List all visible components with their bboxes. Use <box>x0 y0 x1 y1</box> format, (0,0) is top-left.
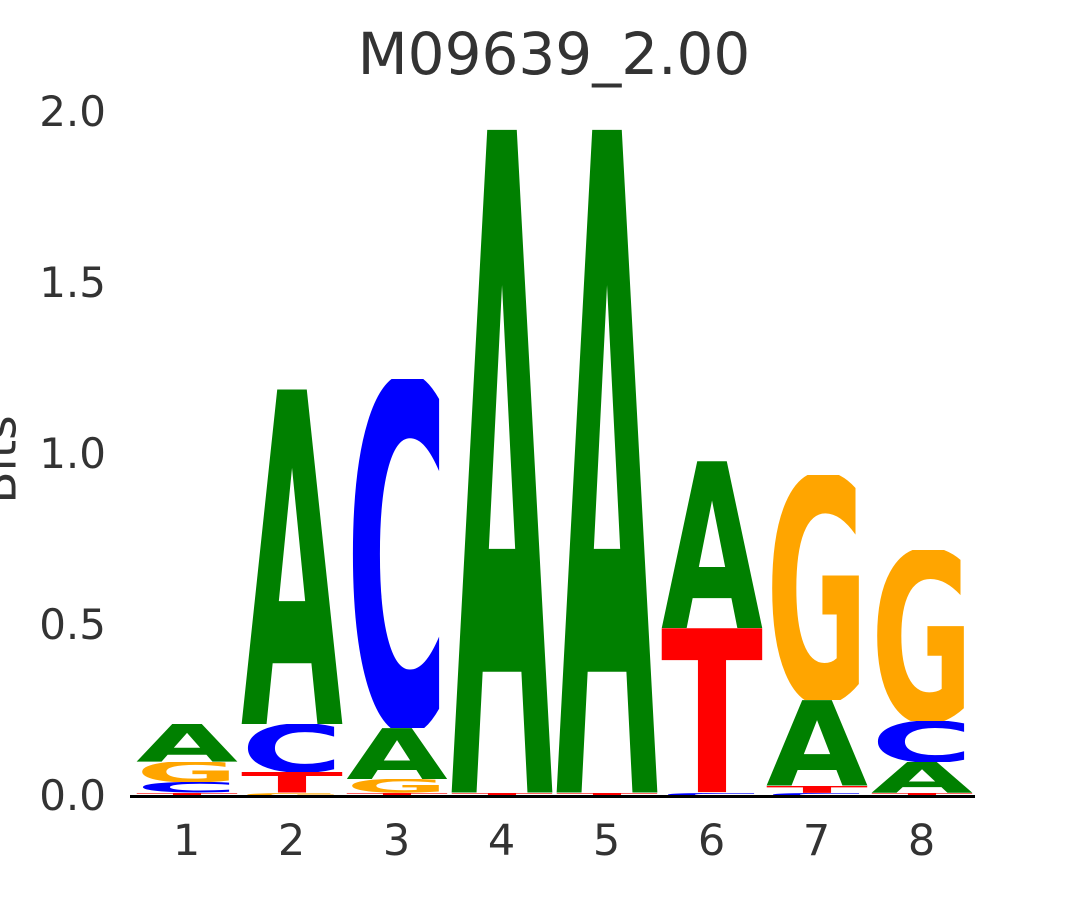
svg-text:A: A <box>136 724 238 762</box>
x-tick-label: 7 <box>802 816 831 866</box>
y-tick-label: 2.0 <box>39 87 106 136</box>
logo-letter-C: C <box>871 721 973 762</box>
logo-letter-G: G <box>871 550 973 721</box>
y-tick-label: 0.0 <box>39 771 106 820</box>
logo-letter-T: T <box>556 793 658 796</box>
logo-letter-A: A <box>451 129 553 792</box>
logo-letter-A: A <box>136 724 238 762</box>
x-tick-label: 5 <box>592 816 621 866</box>
svg-text:A: A <box>766 700 868 786</box>
svg-text:T: T <box>661 628 763 792</box>
logo-letter-A: A <box>556 129 658 792</box>
logo-letter-T: T <box>871 793 973 796</box>
svg-text:A: A <box>241 389 343 724</box>
svg-text:A: A <box>556 129 658 792</box>
svg-text:A: A <box>661 461 763 629</box>
svg-text:T: T <box>556 793 658 796</box>
y-tick-label: 1.0 <box>39 429 106 478</box>
logo-letter-G: G <box>346 779 448 793</box>
logo-letter-T: T <box>346 793 448 796</box>
logo-letter-T: T <box>241 772 343 793</box>
svg-text:G: G <box>136 762 238 783</box>
logo-letter-G: G <box>241 793 343 796</box>
svg-text:C: C <box>661 793 763 796</box>
logo-letter-C: C <box>346 379 448 728</box>
x-tick-label: 4 <box>487 816 516 866</box>
y-tick-label: 1.5 <box>39 258 106 307</box>
x-tick-label: 6 <box>697 816 726 866</box>
logo-letter-T: T <box>766 786 868 793</box>
svg-text:G: G <box>871 550 973 721</box>
logo-letter-A: A <box>871 762 973 793</box>
svg-text:A: A <box>451 129 553 792</box>
logo-letter-A: A <box>661 461 763 629</box>
plot-title: M09639_2.00 <box>357 20 751 88</box>
svg-text:A: A <box>346 728 448 779</box>
y-tick-label: 0.5 <box>39 600 106 649</box>
svg-text:C: C <box>241 724 343 772</box>
svg-text:G: G <box>346 779 448 793</box>
svg-text:G: G <box>241 793 343 796</box>
logo-letter-G: G <box>136 762 238 783</box>
x-axis-baseline <box>130 795 975 798</box>
logo-letter-A: A <box>346 728 448 779</box>
x-tick-label: 1 <box>172 816 201 866</box>
svg-text:C: C <box>346 379 448 728</box>
logo-letter-A: A <box>241 389 343 724</box>
svg-text:T: T <box>136 793 238 796</box>
logo-letter-C: C <box>241 724 343 772</box>
svg-text:T: T <box>871 793 973 796</box>
x-tick-label: 2 <box>277 816 306 866</box>
logo-letter-T: T <box>136 793 238 796</box>
logo-letter-T: T <box>451 793 553 796</box>
svg-text:T: T <box>241 772 343 793</box>
svg-text:A: A <box>871 762 973 793</box>
logo-letter-G: G <box>766 475 868 701</box>
logo-letter-C: C <box>766 793 868 796</box>
x-tick-label: 3 <box>382 816 411 866</box>
svg-text:G: G <box>766 475 868 701</box>
svg-text:T: T <box>346 793 448 796</box>
svg-text:C: C <box>871 721 973 762</box>
svg-text:T: T <box>766 786 868 793</box>
logo-letter-T: T <box>661 628 763 792</box>
logo-letter-C: C <box>136 782 238 792</box>
svg-text:C: C <box>766 793 868 796</box>
logo-letter-A: A <box>766 700 868 786</box>
logo-letter-C: C <box>661 793 763 796</box>
svg-text:C: C <box>136 782 238 792</box>
x-tick-label: 8 <box>907 816 936 866</box>
svg-text:T: T <box>451 793 553 796</box>
